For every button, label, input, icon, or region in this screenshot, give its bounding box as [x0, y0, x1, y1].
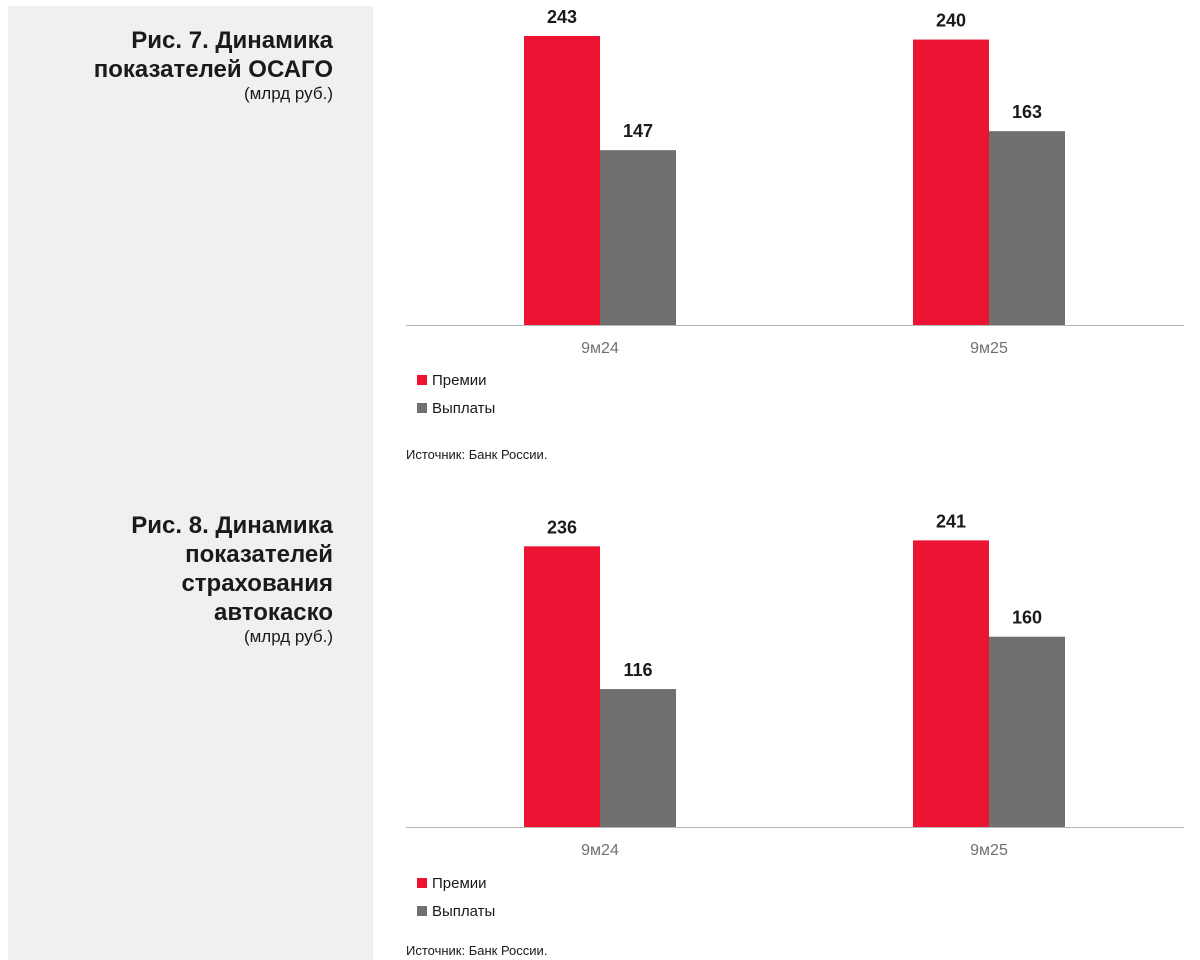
figure-7-data-label-payments-2: 163 [1012, 102, 1042, 122]
figure-8-chart: 236 116 9м24 241 160 9м25 Премии Выплаты Исто… [0, 490, 1200, 960]
figure-8-data-label-premiums-1: 236 [547, 517, 577, 537]
figure-8-legend-payments-label: Выплаты [432, 902, 496, 920]
figure-8-source: Источник: Банк России. [406, 943, 548, 958]
figure-7-caption: Рис. 7. Динамика показателей ОСАГО (млрд… [33, 26, 333, 104]
figure-7-bar-premiums-2 [913, 39, 989, 325]
figure-7-data-label-premiums-1: 243 [547, 7, 577, 27]
figure-7-tick-label-1: 9м24 [581, 340, 619, 357]
figure-7-tick-label-2: 9м25 [970, 340, 1008, 357]
figure-7-legend-premiums-label: Премии [432, 371, 487, 389]
side-panel [8, 6, 373, 960]
figure-7-bar-premiums-1 [524, 36, 600, 325]
figure-7-chart-svg: 243 147 9м24 240 163 9м25 [406, 7, 1184, 357]
figure-8-unit: (млрд руб.) [243, 627, 333, 646]
figure-8-legend-payments: Выплаты [417, 901, 495, 921]
figure-8-data-label-premiums-2: 241 [936, 511, 966, 531]
figure-8-title-line-4: автокаско [214, 599, 333, 626]
figure-8-legend-premiums: Премии [417, 873, 487, 893]
figure-7-legend-payments-swatch [417, 403, 427, 413]
figure-8-legend-premiums-label: Премии [432, 874, 487, 892]
figure-7-legend-payments: Выплаты [417, 398, 495, 418]
figure-7-legend-premiums: Премии [417, 370, 487, 390]
figure-7-source: Источник: Банк России. [406, 447, 548, 462]
figure-8-title-line-3: страхования [181, 570, 333, 597]
figure-7-title-line-2: показателей ОСАГО [93, 56, 333, 83]
figure-8-title-line-1: Рис. 8. Динамика [131, 512, 333, 539]
figure-7-title-line-1: Рис. 7. Динамика [131, 27, 333, 54]
figure-8-chart-svg: 236 116 9м24 241 160 9м25 [406, 511, 1184, 859]
figure-8-title-line-2: показателей [185, 541, 333, 568]
figure-7-legend-premiums-swatch [417, 375, 427, 385]
figure-8-tick-label-2: 9м25 [970, 842, 1008, 859]
figure-8-legend-premiums-swatch [417, 878, 427, 888]
figure-8-bar-payments-1 [600, 689, 676, 827]
figure-8-legend-payments-swatch [417, 906, 427, 916]
figure-8-caption: Рис. 8. Динамика показателей страхования… [33, 511, 333, 647]
figure-7-bar-payments-2 [989, 131, 1065, 325]
figure-8-bar-payments-2 [989, 636, 1065, 827]
figure-7-data-label-premiums-2: 240 [936, 11, 966, 31]
figure-8-bar-premiums-2 [913, 540, 989, 827]
figure-7-data-label-payments-1: 147 [623, 121, 653, 141]
figure-7-bar-payments-1 [600, 150, 676, 325]
figure-7-unit: (млрд руб.) [243, 84, 333, 103]
figure-8-bar-premiums-1 [524, 546, 600, 827]
figure-7-chart: 243 147 9м24 240 163 9м25 Премии Выплаты Исто… [406, 7, 1184, 462]
figure-7-legend-payments-label: Выплаты [432, 399, 496, 417]
figure-8-tick-label-1: 9м24 [581, 842, 619, 859]
figure-8-data-label-payments-2: 160 [1012, 608, 1042, 628]
figure-8-data-label-payments-1: 116 [623, 660, 652, 680]
